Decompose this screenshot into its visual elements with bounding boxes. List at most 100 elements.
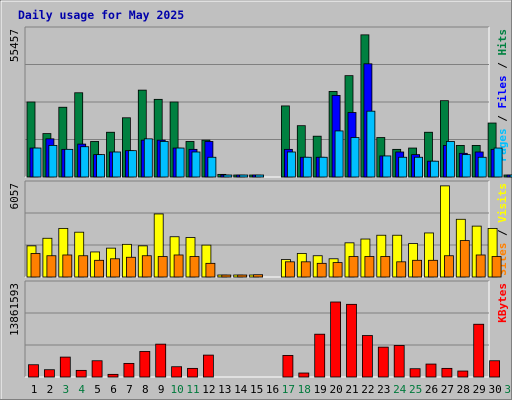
panel-hits: 55457 Pages / Files / Hits bbox=[8, 26, 512, 178]
bar-pages-13 bbox=[223, 174, 233, 178]
bar-sites-17 bbox=[284, 261, 295, 278]
x-tick-label: 12 bbox=[202, 383, 215, 396]
bar-sites-6 bbox=[110, 258, 120, 278]
bar-kbytes-25 bbox=[409, 368, 421, 378]
x-tick-label: 4 bbox=[78, 383, 85, 396]
bar-pages-4 bbox=[80, 146, 90, 178]
bar-pages-7 bbox=[127, 150, 137, 178]
bar-sites-24 bbox=[396, 261, 407, 278]
x-tick-label: 7 bbox=[126, 383, 133, 396]
bar-pages-21 bbox=[350, 137, 360, 178]
bar-sites-25 bbox=[412, 259, 423, 278]
bar-sites-4 bbox=[78, 255, 89, 278]
bar-pages-20 bbox=[334, 130, 344, 178]
x-tick-label: 6 bbox=[110, 383, 117, 396]
bar-kbytes-23 bbox=[377, 346, 389, 378]
bar-kbytes-24 bbox=[393, 345, 405, 378]
x-tick-label: 11 bbox=[186, 383, 199, 396]
chart-title: Daily usage for May 2025 bbox=[18, 8, 184, 22]
bar-pages-1 bbox=[32, 147, 42, 178]
bar-sites-30 bbox=[491, 256, 502, 278]
legend-separator: / bbox=[496, 223, 509, 243]
x-tick-label: 9 bbox=[158, 383, 165, 396]
y-max-label: 55457 bbox=[8, 29, 21, 62]
bar-sites-15 bbox=[253, 274, 264, 278]
legend-visits: Visits bbox=[496, 183, 509, 223]
bar-pages-6 bbox=[112, 151, 121, 178]
bar-sites-27 bbox=[443, 255, 454, 278]
bar-pages-18 bbox=[302, 156, 312, 178]
bar-pages-23 bbox=[382, 155, 392, 178]
bar-sites-21 bbox=[348, 256, 359, 278]
bar-kbytes-18 bbox=[298, 372, 310, 378]
bar-sites-19 bbox=[316, 262, 327, 278]
bar-kbytes-8 bbox=[139, 351, 151, 378]
x-tick-label: 2 bbox=[47, 383, 54, 396]
bar-sites-7 bbox=[126, 256, 136, 278]
bar-sites-14 bbox=[237, 274, 248, 278]
x-tick-label: 26 bbox=[425, 383, 438, 396]
bar-kbytes-10 bbox=[171, 366, 183, 378]
bar-kbytes-7 bbox=[123, 362, 135, 378]
bar-sites-2 bbox=[46, 255, 57, 278]
bar-sites-23 bbox=[380, 256, 391, 278]
x-tick-label: 21 bbox=[345, 383, 358, 396]
bar-kbytes-11 bbox=[187, 367, 198, 378]
bar-kbytes-2 bbox=[44, 369, 55, 378]
bar-pages-25 bbox=[414, 156, 424, 178]
bar-pages-9 bbox=[159, 141, 169, 178]
bar-pages-22 bbox=[366, 110, 376, 178]
bar-kbytes-21 bbox=[346, 303, 357, 378]
bar-sites-29 bbox=[475, 254, 486, 278]
x-tick-label: 20 bbox=[329, 383, 342, 396]
y-max-label: 6057 bbox=[8, 183, 21, 210]
bar-sites-5 bbox=[94, 259, 104, 278]
bar-kbytes-30 bbox=[489, 360, 501, 378]
bar-kbytes-19 bbox=[314, 333, 326, 378]
y-max-label: 13861593 bbox=[8, 283, 21, 336]
bar-kbytes-28 bbox=[457, 370, 469, 378]
bar-kbytes-1 bbox=[28, 364, 39, 378]
x-tick-label: 14 bbox=[234, 383, 248, 396]
bar-sites-10 bbox=[173, 254, 184, 278]
bar-pages-24 bbox=[398, 156, 408, 178]
series-legend: KBytes bbox=[496, 283, 509, 323]
bar-pages-8 bbox=[143, 138, 153, 178]
bar-sites-20 bbox=[332, 262, 343, 278]
x-tick-label: 18 bbox=[298, 383, 311, 396]
x-tick-label: 8 bbox=[142, 383, 149, 396]
bar-pages-29 bbox=[477, 156, 487, 178]
bar-sites-9 bbox=[157, 256, 168, 278]
bar-pages-12 bbox=[207, 156, 217, 178]
bar-pages-30 bbox=[493, 147, 503, 178]
x-tick-label: 22 bbox=[361, 383, 374, 396]
bar-kbytes-3 bbox=[59, 356, 71, 378]
bar-pages-3 bbox=[64, 148, 74, 178]
series-legend: Pages / Files / Hits bbox=[496, 29, 509, 162]
series-kbytes bbox=[28, 301, 501, 378]
bar-sites-11 bbox=[189, 256, 200, 278]
bar-pages-26 bbox=[430, 160, 439, 178]
legend-kbytes: KBytes bbox=[496, 283, 509, 323]
x-tick-label: 13 bbox=[218, 383, 231, 396]
bar-kbytes-17 bbox=[282, 355, 294, 378]
legend-files: Files bbox=[496, 75, 509, 108]
x-tick-label: 17 bbox=[282, 383, 295, 396]
series-sites bbox=[30, 240, 502, 278]
x-tick-label: 5 bbox=[94, 383, 101, 396]
series-pages bbox=[32, 110, 512, 178]
x-tick-label: 28 bbox=[457, 383, 470, 396]
x-axis-labels: 1 2 3 4 5 6 7 8 9 10 11 12 13 14 15 16 17 18 19 20 21 22 23 24 2… bbox=[31, 383, 512, 396]
bar-pages-2 bbox=[48, 145, 58, 178]
bar-kbytes-27 bbox=[441, 367, 453, 378]
bar-kbytes-6 bbox=[107, 373, 119, 378]
bar-pages-19 bbox=[318, 156, 328, 178]
bar-kbytes-9 bbox=[155, 343, 167, 378]
bar-kbytes-22 bbox=[361, 335, 373, 378]
x-tick-label: 16 bbox=[266, 383, 279, 396]
bar-kbytes-29 bbox=[473, 323, 485, 378]
bar-pages-11 bbox=[191, 151, 201, 178]
bar-kbytes-20 bbox=[330, 301, 342, 378]
